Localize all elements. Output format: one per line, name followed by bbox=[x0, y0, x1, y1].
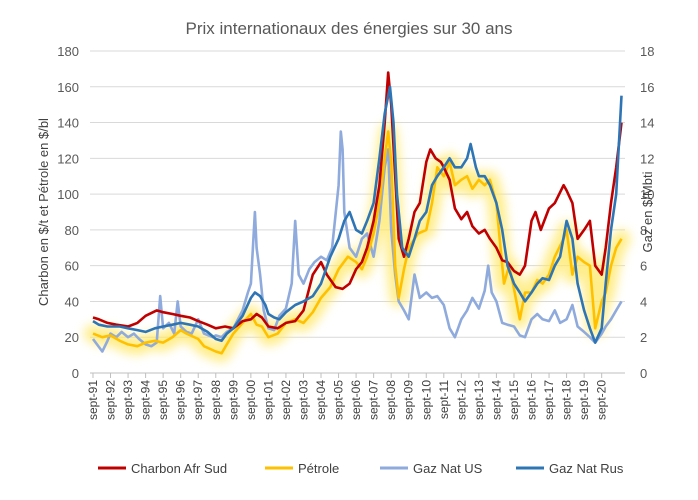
x-tick-label: sept-92 bbox=[104, 380, 118, 420]
series-line-gaz-nat-rus bbox=[92, 85, 623, 344]
x-tick-label: sept-96 bbox=[174, 380, 188, 420]
x-tick-label: sept-03 bbox=[296, 380, 310, 420]
x-tick-label: sept-15 bbox=[507, 380, 521, 420]
y-left-tick-label: 140 bbox=[57, 116, 79, 131]
legend: Charbon Afr Sud Pétrole Gaz Nat US Gaz Nat … bbox=[98, 461, 624, 476]
x-tick-label: sept-12 bbox=[454, 380, 468, 420]
legend-label: Gaz Nat US bbox=[413, 461, 483, 476]
series-line-gaz-nat-us bbox=[91, 130, 623, 353]
legend-label: Pétrole bbox=[298, 461, 339, 476]
x-tick-label: sept-95 bbox=[156, 380, 170, 420]
y-left-tick-label: 40 bbox=[65, 294, 79, 309]
x-tick-label: sept-17 bbox=[542, 380, 556, 420]
y-right-tick-label: 12 bbox=[640, 151, 654, 166]
y-axis-right-label: Gaz en $/Mbti bbox=[640, 171, 655, 252]
x-tick-label: sept-99 bbox=[226, 380, 240, 420]
x-tick-label: sept-20 bbox=[595, 380, 609, 420]
x-tick-label: sept-11 bbox=[437, 380, 451, 419]
y-left-tick-label: 0 bbox=[72, 366, 79, 381]
x-tick-label: sept-16 bbox=[525, 380, 539, 420]
y-left-tick-label: 100 bbox=[57, 187, 79, 202]
y-axis-left-ticks: 0 20 40 60 80 100 120 140 160 180 bbox=[57, 44, 79, 381]
series-line-charbon-afr-sud bbox=[92, 71, 623, 330]
series-lines bbox=[91, 71, 623, 355]
series-line-petrole bbox=[92, 130, 623, 355]
y-right-tick-label: 0 bbox=[640, 366, 647, 381]
y-left-tick-label: 80 bbox=[65, 223, 79, 238]
x-tick-label: sept-04 bbox=[314, 380, 328, 420]
x-tick-label: sept-01 bbox=[261, 380, 275, 420]
y-axis-left-label: Charbon en $/t et Pétrole en $/bl bbox=[36, 118, 51, 306]
x-tick-label: sept-10 bbox=[419, 380, 433, 420]
x-tick-label: sept-94 bbox=[139, 380, 153, 420]
y-axis-right-ticks: 0 2 4 6 8 10 12 14 16 18 bbox=[640, 44, 654, 381]
x-tick-label: sept-06 bbox=[349, 380, 363, 420]
y-right-tick-label: 16 bbox=[640, 80, 654, 95]
x-tick-label: sept-09 bbox=[402, 380, 416, 420]
y-right-tick-label: 2 bbox=[640, 330, 647, 345]
y-left-tick-label: 180 bbox=[57, 44, 79, 59]
x-tick-label: sept-97 bbox=[191, 380, 205, 420]
y-left-tick-label: 20 bbox=[65, 330, 79, 345]
x-tick-label: sept-91 bbox=[86, 380, 100, 420]
x-tick-label: sept-02 bbox=[279, 380, 293, 420]
y-right-tick-label: 18 bbox=[640, 44, 654, 59]
y-right-tick-label: 4 bbox=[640, 294, 647, 309]
x-tick-label: sept-13 bbox=[472, 380, 486, 420]
y-right-tick-label: 8 bbox=[640, 223, 647, 238]
x-tick-label: sept-19 bbox=[577, 380, 591, 420]
x-tick-label: sept-93 bbox=[121, 380, 135, 420]
x-tick-label: sept-05 bbox=[332, 380, 346, 420]
y-left-tick-label: 120 bbox=[57, 151, 79, 166]
y-left-tick-label: 160 bbox=[57, 80, 79, 95]
x-tick-label: sept-07 bbox=[367, 380, 381, 420]
x-tick-label: sept-08 bbox=[384, 380, 398, 420]
y-left-tick-label: 60 bbox=[65, 259, 79, 274]
y-right-tick-label: 10 bbox=[640, 187, 654, 202]
x-tick-label: sept-00 bbox=[244, 380, 258, 420]
x-axis-ticks: sept-91 sept-92 sept-93 sept-94 sept-95 sept-… bbox=[86, 373, 609, 420]
x-tick-label: sept-98 bbox=[209, 380, 223, 420]
legend-label: Charbon Afr Sud bbox=[131, 461, 227, 476]
y-right-tick-label: 14 bbox=[640, 116, 654, 131]
chart-title: Prix internationaux des énergies sur 30 … bbox=[186, 19, 513, 38]
x-tick-label: sept-14 bbox=[489, 380, 503, 420]
x-tick-label: sept-18 bbox=[560, 380, 574, 420]
legend-label: Gaz Nat Rus bbox=[549, 461, 624, 476]
y-right-tick-label: 6 bbox=[640, 259, 647, 274]
